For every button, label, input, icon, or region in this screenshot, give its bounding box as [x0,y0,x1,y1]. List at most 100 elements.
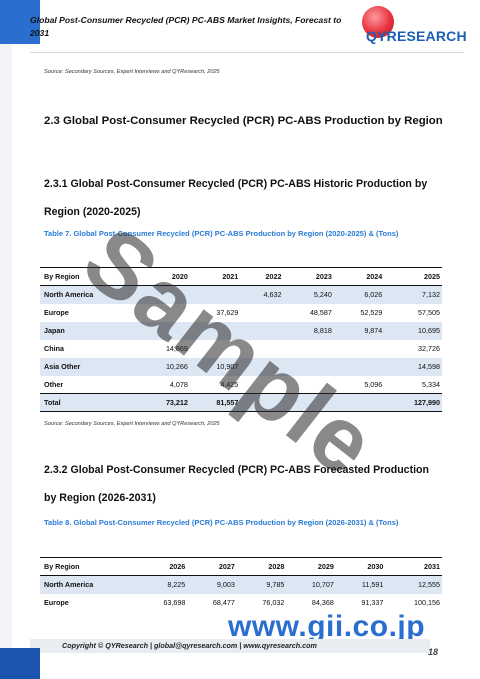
left-margin-band [0,0,12,679]
table-cell: 9,003 [187,575,237,594]
column-header: 2022 [240,267,284,286]
table-cell: Europe [40,593,138,612]
table-cell: 8,225 [137,575,188,594]
table-cell: 100,156 [385,593,442,612]
table-cell: 4,078 [139,375,190,394]
table-cell: 5,334 [384,375,442,394]
table-cell: Japan [40,321,140,340]
column-header: 2031 [385,557,442,576]
header-accent-bar [0,0,40,44]
column-header: 2026 [137,557,188,576]
table-cell: 14,598 [384,357,442,376]
table-cell: 127,990 [384,393,442,412]
table-cell: Asia Other [40,357,140,376]
table-row: North America 4,632 5,240 6,026 7,132 [40,285,442,304]
table-cell [333,339,385,358]
table-row: North America 8,225 9,003 9,785 10,707 1… [40,575,442,594]
table-cell [283,375,334,394]
table-cell [283,339,334,358]
table-cell: Europe [40,303,140,322]
table-cell: 68,477 [187,593,237,612]
column-header: 2021 [189,267,241,286]
table-header-row: By Region 2020 2021 2022 2023 2024 2025 [40,267,442,286]
table-cell: 6,026 [333,285,385,304]
table-cell: 32,726 [384,339,442,358]
table-cell: 4,632 [240,285,284,304]
table-cell [139,303,190,322]
table-cell [139,321,190,340]
table-total-row: Total 73,212 81,557 127,990 [40,393,442,412]
table-cell: 7,132 [384,285,442,304]
table-row: Japan 8,818 9,874 10,695 [40,321,442,340]
table-cell: 8,818 [283,321,334,340]
column-header: 2027 [187,557,237,576]
table-cell: North America [40,285,140,304]
column-header: By Region [40,267,140,286]
column-header: 2020 [139,267,190,286]
table-7-caption: Table 7. Global Post-Consumer Recycled (… [44,229,399,238]
table-cell: 48,587 [283,303,334,322]
table-cell: 5,240 [283,285,334,304]
table-cell: 10,707 [286,575,336,594]
column-header: 2023 [283,267,334,286]
table-cell: 37,629 [189,303,241,322]
table-cell: 73,212 [139,393,190,412]
table-cell [333,357,385,376]
table-cell: 76,032 [236,593,287,612]
table-cell: 4,425 [189,375,241,394]
footer-copyright: Copyright © QYResearch | global@qyresear… [62,641,317,650]
header-divider [30,52,464,53]
table-header-row: By Region 2026 2027 2028 2029 2030 2031 [40,557,442,576]
report-title: Global Post-Consumer Recycled (PCR) PC-A… [30,15,342,38]
table-cell: China [40,339,140,358]
gii-watermark-link: www.gii.co.jp [228,610,426,643]
section-heading-2-3: 2.3 Global Post-Consumer Recycled (PCR) … [44,115,443,127]
table-cell: 5,096 [333,375,385,394]
table-cell [240,321,284,340]
table-cell [333,393,385,412]
table-cell [139,285,190,304]
table-cell: 11,591 [335,575,386,594]
footer-corner-accent [0,648,40,679]
table-cell: 14,869 [139,339,190,358]
table-cell [283,357,334,376]
logo-text: QYRESEARCH [366,28,467,44]
section-heading-2-3-2: 2.3.2 Global Post-Consumer Recycled (PCR… [44,464,429,504]
table-cell: 52,529 [333,303,385,322]
section-heading-2-3-1: 2.3.1 Global Post-Consumer Recycled (PCR… [44,178,428,218]
column-header: 2029 [286,557,336,576]
footer-bar [30,639,430,653]
table-cell: 10,907 [189,357,241,376]
table-row: China 14,869 32,726 [40,339,442,358]
table-cell: 81,557 [189,393,241,412]
table-cell [189,339,241,358]
table-cell [189,285,241,304]
qyresearch-logo: QYRESEARCH [362,6,474,48]
table-row: Asia Other 10,266 10,907 14,598 [40,357,442,376]
table-8-caption: Table 8. Global Post-Consumer Recycled (… [44,518,399,527]
table-cell: 10,266 [139,357,190,376]
table-cell: 57,505 [384,303,442,322]
table-7: By Region 2020 2021 2022 2023 2024 2025 … [40,267,442,412]
table-row: Europe 37,629 48,587 52,529 57,505 [40,303,442,322]
table-row: Europe 63,698 68,477 76,032 84,368 91,33… [40,593,442,612]
page-number: 18 [428,647,439,657]
table-cell: 91,337 [335,593,386,612]
column-header: 2024 [333,267,385,286]
column-header: 2025 [384,267,442,286]
table-cell [240,393,284,412]
table-cell: North America [40,575,138,594]
table-row: Other 4,078 4,425 5,096 5,334 [40,375,442,394]
column-header: 2030 [335,557,386,576]
table-cell: 9,785 [236,575,287,594]
column-header: By Region [40,557,138,576]
table-cell [240,303,284,322]
table-cell [283,393,334,412]
table-cell [240,375,284,394]
table-cell [240,339,284,358]
table-cell: 84,368 [286,593,336,612]
table-cell: Other [40,375,140,394]
table-cell: 9,874 [333,321,385,340]
table-cell [189,321,241,340]
globe-icon [362,6,394,38]
